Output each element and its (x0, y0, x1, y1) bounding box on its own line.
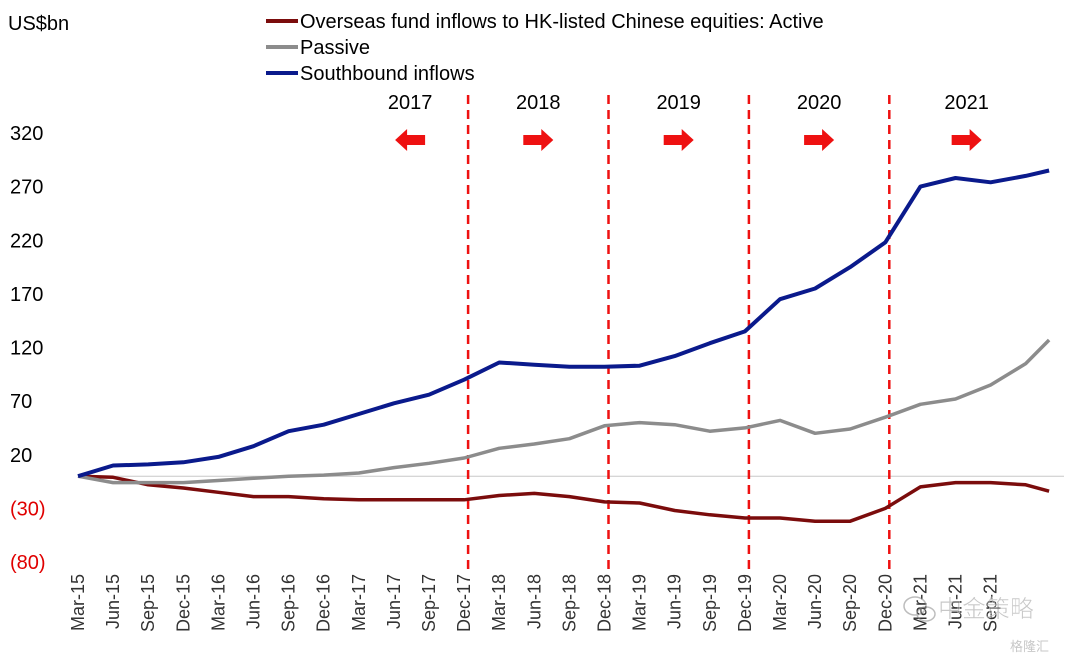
x-tick-label: Dec-19 (735, 574, 755, 632)
year-annotations: 2017 2018 2019 2020 2021 (388, 92, 989, 151)
x-tick-label: Sep-21 (981, 574, 1001, 632)
x-tick-label: Jun-16 (244, 574, 264, 629)
series-line-southbound-inflows (77, 168, 1050, 479)
y-tick-label: (80) (10, 552, 46, 574)
year-arrow-right (951, 129, 982, 151)
x-tick-label: Sep-18 (559, 574, 579, 632)
x-tick-label: Sep-19 (700, 574, 720, 632)
x-tick-label: Mar-17 (349, 574, 369, 631)
legend-label-passive: Passive (300, 37, 370, 59)
legend-label-southbound: Southbound inflows (300, 63, 475, 85)
x-tick-label: Mar-15 (68, 574, 88, 631)
x-tick-label: Mar-16 (208, 574, 228, 631)
y-axis: 320 270 220 170 120 70 20 (30) (80) (10, 123, 46, 574)
year-label: 2020 (797, 92, 842, 114)
y-tick-label: 270 (10, 177, 43, 199)
wechat-logo-icon (903, 596, 936, 622)
x-tick-label: Jun-15 (103, 574, 123, 629)
year-label: 2019 (656, 92, 701, 114)
series-line-overseas-fund-inflows-to-hk-listed-chinese-equities-active (77, 474, 1050, 523)
x-tick-label: Jun-19 (665, 574, 685, 629)
x-tick-label: Jun-17 (384, 574, 404, 629)
y-tick-label: 320 (10, 123, 43, 145)
year-arrow-left (395, 129, 426, 151)
legend-label-active: Overseas fund inflows to HK-listed Chine… (300, 11, 824, 33)
x-axis: Mar-15 Jun-15 Sep-15 Dec-15 Mar-16 Jun-16 Sep-… (68, 574, 1001, 632)
year-arrow-right (804, 129, 835, 151)
x-tick-label: Jun-20 (805, 574, 825, 629)
x-tick-label: Sep-15 (138, 574, 158, 632)
series-line-passive (77, 338, 1051, 485)
x-tick-label: Jun-21 (946, 574, 966, 629)
year-label: 2021 (944, 92, 989, 114)
year-arrow-right (663, 129, 694, 151)
year-label: 2017 (388, 92, 433, 114)
y-tick-label: 70 (10, 391, 32, 413)
x-tick-label: Mar-21 (910, 574, 930, 631)
x-tick-label: Dec-18 (595, 574, 615, 632)
watermark-subtext: 格隆汇 (1010, 639, 1049, 655)
y-tick-label: 170 (10, 284, 43, 306)
year-arrow-right (523, 129, 554, 151)
y-tick-label: 20 (10, 445, 32, 467)
x-tick-label: Dec-20 (875, 574, 895, 632)
legend-entry-southbound: Southbound inflows (266, 63, 475, 85)
x-tick-label: Mar-20 (770, 574, 790, 631)
year-label: 2018 (516, 92, 561, 114)
x-tick-label: Sep-17 (419, 574, 439, 632)
legend: Overseas fund inflows to HK-listed Chine… (266, 11, 824, 85)
x-tick-label: Jun-18 (524, 574, 544, 629)
y-axis-unit-label: US$bn (8, 13, 69, 35)
x-tick-label: Mar-18 (489, 574, 509, 631)
legend-entry-active: Overseas fund inflows to HK-listed Chine… (266, 11, 824, 33)
series-lines (77, 168, 1051, 523)
legend-entry-passive: Passive (266, 37, 370, 59)
x-tick-label: Dec-17 (454, 574, 474, 632)
year-dividers (466, 95, 891, 572)
x-tick-label: Dec-15 (173, 574, 193, 632)
x-tick-label: Sep-16 (279, 574, 299, 632)
x-tick-label: Sep-20 (840, 574, 860, 632)
x-tick-label: Dec-16 (314, 574, 334, 632)
y-tick-label: 120 (10, 338, 43, 360)
y-tick-label: 220 (10, 230, 43, 252)
y-tick-label: (30) (10, 498, 46, 520)
x-tick-label: Mar-19 (630, 574, 650, 631)
watermark-text: 中金策略 (938, 595, 1034, 623)
watermark: 中金策略 格隆汇 (903, 595, 1049, 655)
